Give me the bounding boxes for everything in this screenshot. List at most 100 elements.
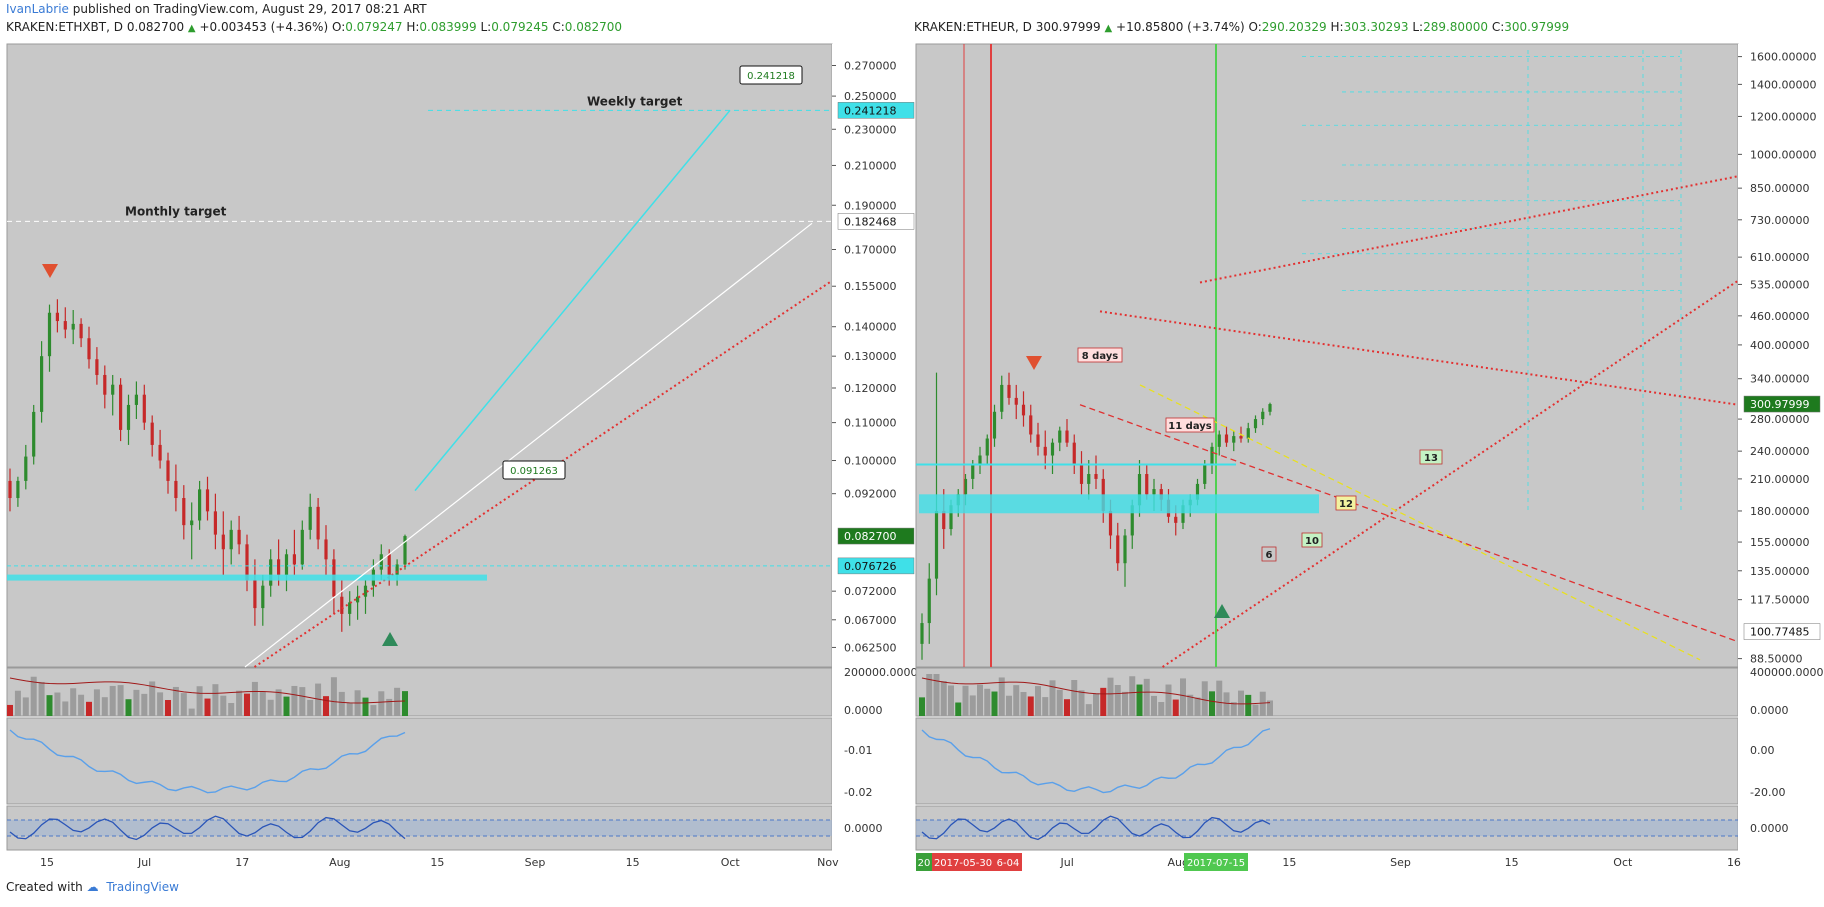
tradingview-logo-icon: ☁ — [86, 880, 99, 894]
left-volume-bar — [228, 703, 235, 716]
right-volume-bar — [1122, 691, 1128, 716]
left-candle-body — [190, 520, 194, 526]
left-y-tick-label: 0.230000 — [844, 123, 897, 136]
right-volume-bar — [977, 684, 983, 716]
right-volume-bar — [1259, 691, 1266, 716]
right-candle-body — [1058, 430, 1062, 443]
left-y-tick-label: 0.170000 — [844, 243, 897, 256]
right-count-label: 8 days — [1082, 351, 1119, 362]
right-candle-body — [1000, 384, 1004, 412]
right-candle-body — [992, 411, 997, 439]
right-volume-bar — [919, 697, 925, 716]
right-h-label: H: — [1330, 20, 1344, 34]
right-candle-body — [927, 578, 931, 624]
left-volume-bar — [125, 699, 132, 716]
left-volume-bar — [157, 692, 164, 716]
left-y-tick-label: 0.110000 — [844, 417, 897, 430]
left-volume-bar — [165, 700, 171, 716]
right-price-label: 300.97999 — [1750, 398, 1810, 411]
right-y-tick-label: 1600.00000 — [1750, 51, 1816, 64]
left-main-pane — [6, 43, 833, 668]
right-candle-body — [971, 464, 975, 479]
left-volume-bar — [346, 702, 353, 716]
left-candle-body — [229, 529, 233, 550]
right-count-badge — [1165, 417, 1215, 433]
left-candle-body — [47, 312, 52, 357]
right-volume-bar — [948, 685, 954, 716]
left-volume-bar — [180, 693, 187, 716]
left-x-tick-label: Nov — [817, 856, 839, 869]
left-candle-body — [245, 544, 249, 581]
right-x-tick-label: Jul — [1059, 856, 1073, 869]
right-volume-bar — [998, 677, 1005, 716]
right-candle-body — [1108, 510, 1113, 536]
left-volume-bar — [14, 690, 21, 716]
left-volume-bar — [62, 701, 69, 716]
right-volume-bar — [1064, 699, 1070, 716]
right-volume-bar — [1020, 692, 1027, 716]
left-volume-bar — [78, 694, 85, 716]
right-count-badge — [1261, 546, 1277, 562]
right-y-tick-label: 280.00000 — [1750, 413, 1810, 426]
author-link[interactable]: IvanLabrie — [6, 2, 69, 16]
right-volume-bar — [955, 702, 962, 716]
right-volume-bar — [1267, 700, 1273, 716]
left-volume-bar — [22, 697, 29, 716]
left-volume-bar — [267, 699, 274, 716]
left-candle-body — [277, 559, 281, 575]
left-candle-body — [261, 585, 265, 609]
left-candle-body — [379, 554, 383, 570]
left-x-tick-label: Sep — [525, 856, 546, 869]
left-chart-group: 0.062500 0.067000 0.072000 0.092000 0.100000… — [6, 43, 917, 869]
right-o-label: O: — [1248, 20, 1262, 34]
left-volume-bar — [204, 698, 211, 716]
tradingview-brand[interactable]: TradingView — [106, 880, 179, 894]
right-volume-bar — [1035, 686, 1041, 716]
left-volume-bar — [378, 691, 385, 716]
right-candle-body — [1007, 384, 1011, 398]
left-buy-arrow-icon — [382, 632, 398, 646]
right-candle-body — [1239, 436, 1243, 439]
right-volume-bar — [1158, 702, 1165, 716]
right-y-tick-label: 88.50000 — [1750, 653, 1803, 666]
right-candle-body — [1261, 411, 1265, 420]
right-candle-body — [1253, 419, 1258, 429]
left-volume-bar — [394, 687, 401, 716]
right-volume-bar — [1194, 697, 1201, 716]
right-y-tick-label: 340.00000 — [1750, 373, 1810, 386]
right-date-badge-label: 2017-05-30 — [934, 858, 992, 869]
left-volume-bar — [330, 677, 337, 716]
left-candle-body — [213, 511, 217, 535]
right-rsi-tick-label: 0.0000 — [1750, 822, 1789, 835]
left-h-label: H: — [406, 20, 420, 34]
left-callout-box — [502, 460, 566, 480]
left-high: 0.083999 — [419, 20, 477, 34]
left-last-price: 0.082700 — [126, 20, 185, 34]
left-price-label: 0.241218 — [844, 104, 897, 117]
right-candle-body — [1152, 489, 1156, 495]
right-trendline-red — [1162, 279, 1739, 668]
right-candle-body — [1224, 434, 1229, 443]
right-candle-body — [1137, 474, 1142, 506]
right-date-badge — [916, 853, 932, 871]
left-volume-bar — [101, 697, 108, 716]
left-candle-body — [356, 596, 360, 603]
left-volume-bar — [30, 676, 37, 716]
right-volume-bar — [1129, 676, 1136, 716]
right-volume-bar — [1136, 684, 1143, 716]
right-y-tick-label: 180.00000 — [1750, 505, 1810, 518]
left-price-label-box — [837, 527, 915, 545]
right-volume-bar — [991, 691, 998, 716]
left-oscillator-tick-label: -0.02 — [844, 786, 872, 799]
right-main-pane — [915, 43, 1739, 668]
right-candle-body — [963, 478, 968, 495]
right-y-tick-label: 1000.00000 — [1750, 148, 1816, 161]
right-candle-body — [1050, 442, 1055, 456]
left-candle-body — [387, 554, 391, 575]
left-rsi-tick-label: 0.0000 — [844, 822, 883, 835]
left-volume-bar — [212, 684, 219, 716]
right-y-tick-label: 210.00000 — [1750, 473, 1810, 486]
left-candle-body — [16, 480, 20, 499]
left-candle-body — [8, 480, 12, 499]
